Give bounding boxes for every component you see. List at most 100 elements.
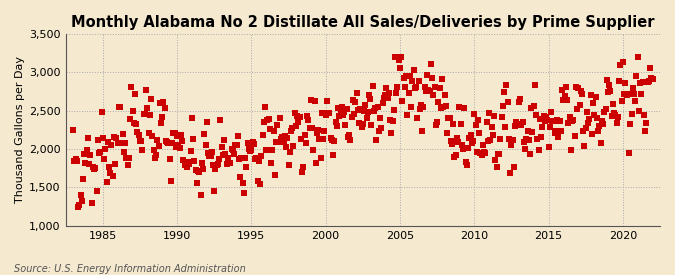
Point [475, 150, 486, 155]
Point [435, 106, 446, 110]
Point [115, 105, 126, 110]
Point [604, 83, 615, 87]
Point [558, 98, 569, 102]
Point [202, 151, 213, 156]
Point [570, 85, 581, 89]
Point [439, 92, 450, 97]
Point [122, 163, 133, 167]
Point [245, 149, 256, 153]
Point [128, 121, 139, 125]
Point [344, 133, 354, 137]
Point [484, 111, 495, 115]
Point [612, 115, 623, 119]
Point [105, 170, 115, 175]
Point [597, 122, 608, 126]
Point [402, 112, 413, 117]
Point [395, 65, 406, 70]
Point [568, 117, 578, 122]
Point [215, 117, 226, 122]
Point [507, 138, 518, 142]
Point [226, 146, 237, 151]
Point [518, 140, 529, 144]
Point [537, 125, 548, 129]
Point [260, 105, 271, 109]
Point [418, 105, 429, 109]
Point [219, 138, 230, 142]
Point [545, 125, 556, 129]
Point [569, 134, 580, 138]
Point [536, 135, 547, 139]
Point [413, 79, 424, 83]
Point [210, 167, 221, 171]
Point [485, 138, 495, 142]
Point [625, 122, 636, 127]
Point [336, 105, 347, 109]
Point [548, 118, 559, 123]
Point [199, 132, 210, 136]
Point [238, 191, 249, 195]
Point [97, 136, 108, 141]
Point [261, 148, 271, 152]
Point [557, 87, 568, 92]
Point [167, 141, 178, 145]
Point [605, 89, 616, 93]
Point [246, 148, 256, 152]
Point [543, 145, 554, 149]
Point [188, 137, 198, 141]
Point [643, 79, 654, 84]
Point [227, 148, 238, 152]
Point [373, 129, 384, 133]
Point [512, 122, 523, 127]
Point [480, 151, 491, 156]
Point [376, 126, 387, 130]
Point [366, 122, 377, 127]
Point [234, 157, 244, 162]
Point [329, 139, 340, 143]
Point [510, 124, 520, 128]
Point [504, 137, 514, 141]
Point [584, 116, 595, 121]
Point [317, 111, 327, 115]
Point [213, 161, 223, 166]
Point [156, 121, 167, 125]
Point [614, 79, 624, 83]
Point [69, 159, 80, 163]
Point [452, 136, 462, 141]
Point [345, 138, 356, 142]
Point [563, 121, 574, 126]
Point [137, 148, 148, 152]
Point [229, 152, 240, 157]
Point [208, 162, 219, 167]
Point [514, 100, 524, 105]
Point [304, 125, 315, 130]
Point [477, 152, 487, 157]
Point [362, 110, 373, 115]
Point [398, 76, 409, 80]
Point [162, 140, 173, 144]
Point [282, 135, 293, 140]
Point [95, 150, 106, 154]
Point [412, 116, 423, 120]
Point [96, 110, 107, 114]
Point [155, 101, 165, 105]
Point [404, 73, 415, 78]
Point [486, 125, 497, 129]
Point [516, 123, 526, 127]
Point [639, 113, 649, 118]
Point [267, 147, 278, 152]
Point [400, 84, 410, 89]
Point [110, 162, 121, 166]
Point [319, 129, 330, 134]
Point [331, 124, 342, 129]
Point [373, 105, 383, 110]
Point [587, 132, 597, 137]
Point [99, 156, 109, 161]
Point [290, 111, 300, 115]
Point [632, 55, 643, 59]
Point [183, 160, 194, 164]
Point [184, 161, 195, 166]
Point [619, 92, 630, 96]
Point [253, 159, 264, 164]
Point [520, 147, 531, 152]
Point [198, 167, 209, 172]
